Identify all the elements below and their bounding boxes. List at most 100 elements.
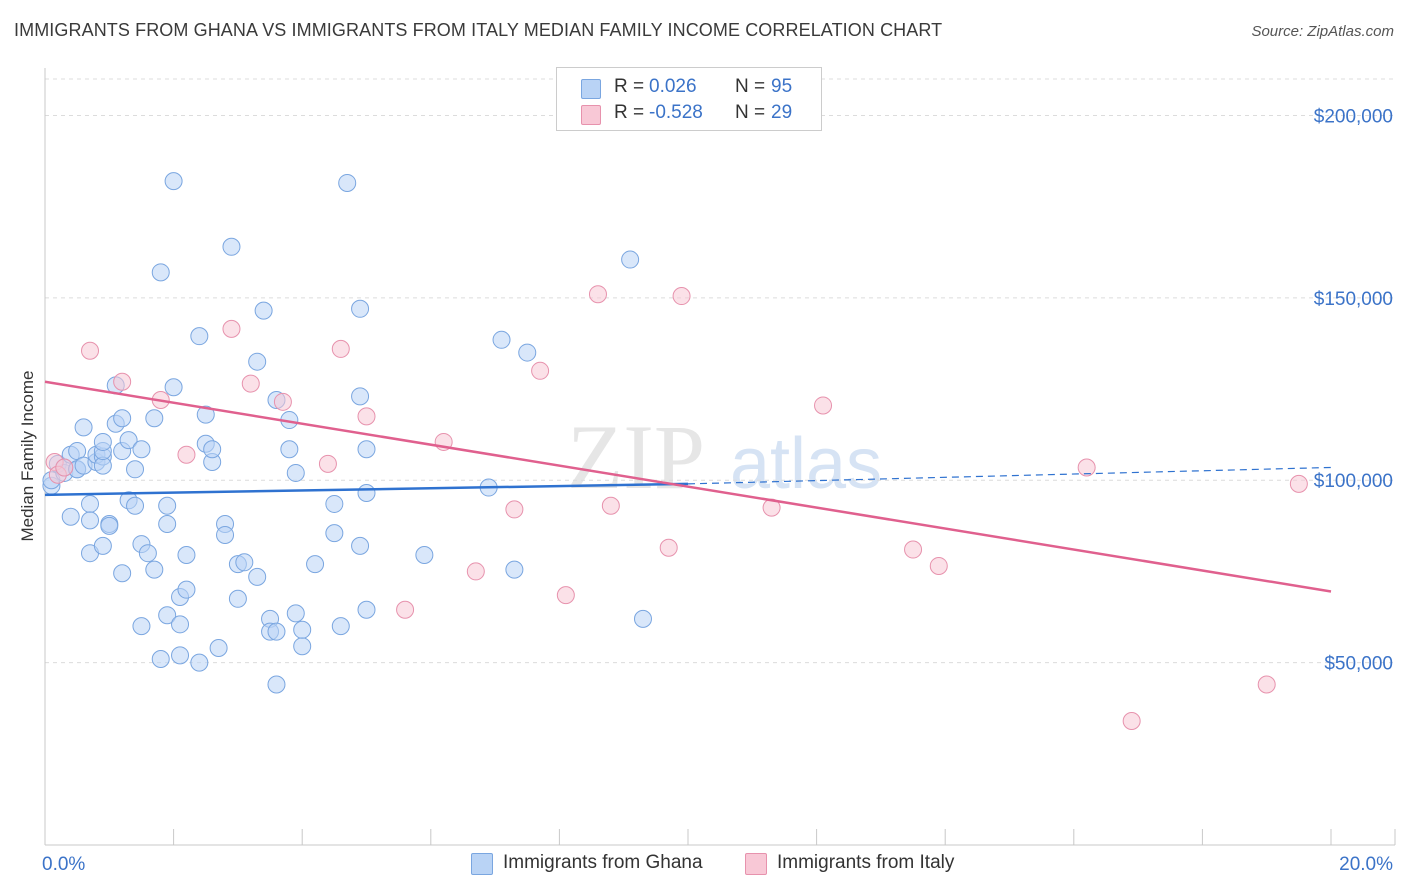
ghana-point: [196, 405, 215, 424]
ghana-point: [338, 173, 357, 192]
ghana-point: [293, 637, 312, 656]
ghana-point: [203, 440, 222, 459]
ghana-point: [325, 524, 344, 543]
watermark-atlas: atlas: [730, 424, 882, 504]
italy-point: [177, 445, 196, 464]
ghana-point: [357, 440, 376, 459]
trend-lines: [44, 380, 1332, 593]
source-credit: Source: ZipAtlas.com: [1251, 23, 1394, 40]
ghana-point: [151, 263, 170, 282]
ghana-point: [145, 409, 164, 428]
italy-point: [318, 454, 337, 473]
italy-point: [357, 407, 376, 426]
ghana-point: [357, 600, 376, 619]
ghana-point: [190, 327, 209, 346]
ghana-point: [248, 567, 267, 586]
ghana-point: [132, 440, 151, 459]
italy-point: [556, 586, 575, 605]
italy-point: [814, 396, 833, 415]
ghana-point: [306, 555, 325, 574]
ghana-point: [228, 589, 247, 608]
bottom-legend-label-ghana: Immigrants from Ghana: [503, 852, 703, 873]
ghana-point: [171, 615, 190, 634]
ghana-point: [357, 484, 376, 503]
ghana-point: [518, 343, 537, 362]
bottom-legend-label-italy: Immigrants from Italy: [777, 852, 955, 873]
tick-labels: $50,000 $100,000 $150,000 $200,000 0.0% 20.0%: [42, 106, 1393, 875]
ghana-point: [113, 564, 132, 583]
x-tick-label-min: 0.0%: [42, 854, 85, 875]
ghana-point: [171, 646, 190, 665]
ghana-point: [286, 604, 305, 623]
ghana-point: [621, 250, 640, 269]
italy-point: [222, 319, 241, 338]
legend-r-value-ghana: 0.026: [649, 76, 697, 97]
ghana-point: [74, 418, 93, 437]
italy-point: [113, 372, 132, 391]
y-tick-label: $200,000: [1314, 106, 1393, 127]
italy-point: [601, 496, 620, 515]
y-tick-label: $50,000: [1324, 654, 1393, 675]
italy-point: [55, 458, 74, 477]
ghana-point: [190, 653, 209, 672]
ghana-point: [126, 460, 145, 479]
ghana-point: [158, 515, 177, 534]
y-tick-label: $150,000: [1314, 289, 1393, 310]
ghana-point: [81, 511, 100, 530]
italy-point: [81, 341, 100, 360]
correlation-legend: R = 0.026 N = 95 R = -0.528 N = 29: [556, 67, 822, 131]
italy-trend-line: [44, 380, 1332, 593]
ghana-point: [177, 580, 196, 599]
ghana-point: [267, 675, 286, 694]
italy-point: [588, 285, 607, 304]
ghana-point: [113, 409, 132, 428]
ghana-point: [100, 516, 119, 535]
ghana-point: [126, 496, 145, 515]
y-tick-label: $100,000: [1314, 471, 1393, 492]
italy-point: [904, 540, 923, 559]
ghana-point: [351, 536, 370, 555]
ghana-point: [164, 172, 183, 191]
ghana-point: [280, 440, 299, 459]
bottom-legend-swatch-italy: [745, 853, 767, 875]
ghana-point: [235, 553, 254, 572]
italy-point: [396, 600, 415, 619]
ghana-point: [286, 463, 305, 482]
italy-point: [331, 339, 350, 358]
ghana-point: [81, 494, 100, 513]
ghana-point: [145, 560, 164, 579]
ghana-point: [415, 546, 434, 565]
ghana-point: [216, 525, 235, 544]
ghana-point: [138, 544, 157, 563]
ghana-point: [351, 299, 370, 318]
legend-swatch-italy: [581, 105, 601, 125]
ghana-point: [177, 546, 196, 565]
legend-r-value-italy: -0.528: [649, 102, 703, 123]
italy-point: [659, 538, 678, 557]
italy-point: [672, 287, 691, 306]
italy-point: [1257, 675, 1276, 694]
ghana-point: [151, 649, 170, 668]
legend-n-value-ghana: 95: [771, 76, 793, 97]
italy-point: [273, 392, 292, 411]
ghana-point: [209, 639, 228, 658]
ghana-point: [254, 301, 273, 320]
ghana-point: [93, 536, 112, 555]
legend-r-label: R =: [614, 76, 645, 97]
ghana-point: [61, 507, 80, 526]
ghana-point: [633, 609, 652, 628]
ghana-point: [325, 494, 344, 513]
italy-point: [1077, 458, 1096, 477]
ghana-point: [351, 387, 370, 406]
ghana-point: [119, 431, 138, 450]
italy-point: [241, 374, 260, 393]
x-tick-label-max: 20.0%: [1339, 854, 1393, 875]
legend-n-label: N =: [735, 76, 766, 97]
ghana-point: [132, 617, 151, 636]
ghana-point: [492, 330, 511, 349]
ghana-point: [331, 617, 350, 636]
axes: [44, 68, 1396, 846]
ghana-point: [93, 432, 112, 451]
legend-swatch-ghana: [581, 79, 601, 99]
